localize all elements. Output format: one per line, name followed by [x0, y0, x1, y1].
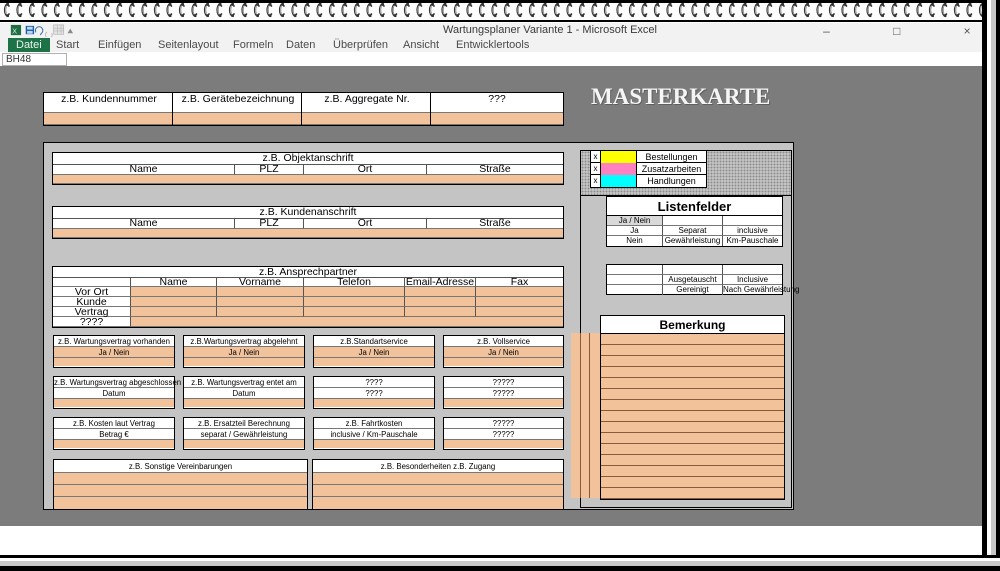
svg-text:X: X: [12, 26, 17, 35]
